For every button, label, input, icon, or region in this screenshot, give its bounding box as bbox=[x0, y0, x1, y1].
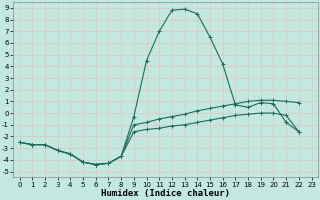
X-axis label: Humidex (Indice chaleur): Humidex (Indice chaleur) bbox=[101, 189, 230, 198]
